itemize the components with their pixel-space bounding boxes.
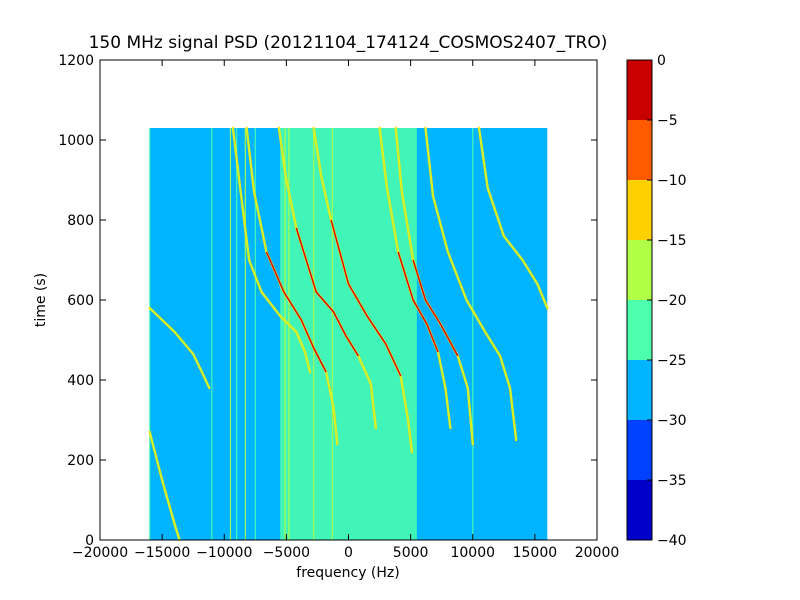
doppler-track-peak bbox=[397, 251, 439, 353]
y-axis-ticks: 0 200 400 600 800 1000 1200 bbox=[58, 53, 597, 549]
x-tick-label: −20000 bbox=[72, 545, 128, 561]
colorbar-tick-label: −10 bbox=[657, 173, 687, 189]
colorbar-tick-label: −25 bbox=[657, 353, 687, 369]
colorbar-tick-label: −30 bbox=[657, 413, 687, 429]
colorbar-level bbox=[627, 120, 652, 180]
x-tick-label: −5000 bbox=[263, 545, 310, 561]
spectrogram-heatmap bbox=[148, 126, 549, 542]
doppler-track-core bbox=[232, 127, 311, 373]
x-tick-label: 5000 bbox=[393, 545, 429, 561]
x-tick-label: 15000 bbox=[513, 545, 558, 561]
x-axis-label: frequency (Hz) bbox=[296, 565, 399, 581]
y-tick-label: 1000 bbox=[58, 133, 94, 149]
doppler-track-peak bbox=[265, 251, 327, 373]
colorbar-level bbox=[627, 240, 652, 300]
doppler-track-core bbox=[425, 127, 517, 441]
chart-title: 150 MHz signal PSD (20121104_174124_COSM… bbox=[89, 33, 608, 53]
x-tick-label: 20000 bbox=[575, 545, 620, 561]
heatmap-center-band bbox=[280, 128, 417, 540]
colorbar-level bbox=[627, 480, 652, 540]
y-axis-label: time (s) bbox=[33, 273, 49, 327]
x-tick-label: 10000 bbox=[450, 545, 495, 561]
colorbar-levels bbox=[627, 60, 652, 540]
colorbar-ticks: 0 −5 −10 −15 −20 −25 −30 −35 −40 bbox=[647, 53, 687, 549]
colorbar-level bbox=[627, 180, 652, 240]
colorbar-tick-label: 0 bbox=[657, 53, 666, 69]
y-tick-label: 1200 bbox=[58, 53, 94, 69]
colorbar-level bbox=[627, 360, 652, 420]
y-tick-label: 200 bbox=[67, 453, 94, 469]
colorbar-tick-label: −35 bbox=[657, 473, 687, 489]
doppler-track-peak bbox=[412, 259, 459, 357]
x-tick-label: −15000 bbox=[134, 545, 190, 561]
colorbar-level bbox=[627, 420, 652, 480]
y-tick-label: 800 bbox=[67, 213, 94, 229]
x-tick-label: −10000 bbox=[196, 545, 252, 561]
y-tick-label: 600 bbox=[67, 293, 94, 309]
doppler-track-peak bbox=[330, 219, 402, 377]
y-tick-label: 400 bbox=[67, 373, 94, 389]
doppler-track-core bbox=[478, 127, 548, 309]
y-tick-label: 0 bbox=[85, 533, 94, 549]
doppler-track-peak bbox=[295, 227, 359, 357]
colorbar: 0 −5 −10 −15 −20 −25 −30 −35 −40 bbox=[626, 53, 687, 549]
colorbar-tick-label: −20 bbox=[657, 293, 687, 309]
colorbar-tick-label: −15 bbox=[657, 233, 687, 249]
plot-area: −20000 −15000 −10000 −5000 0 5000 10000 15000 20… bbox=[58, 53, 619, 561]
colorbar-tick-label: −40 bbox=[657, 533, 687, 549]
colorbar-tick-label: −5 bbox=[657, 113, 678, 129]
colorbar-level bbox=[627, 60, 652, 120]
doppler-track-core bbox=[149, 307, 210, 389]
x-tick-label: 0 bbox=[344, 545, 353, 561]
x-axis-ticks: −20000 −15000 −10000 −5000 0 5000 10000 15000 20… bbox=[72, 60, 619, 561]
colorbar-level bbox=[627, 300, 652, 360]
doppler-track-core bbox=[149, 431, 180, 541]
